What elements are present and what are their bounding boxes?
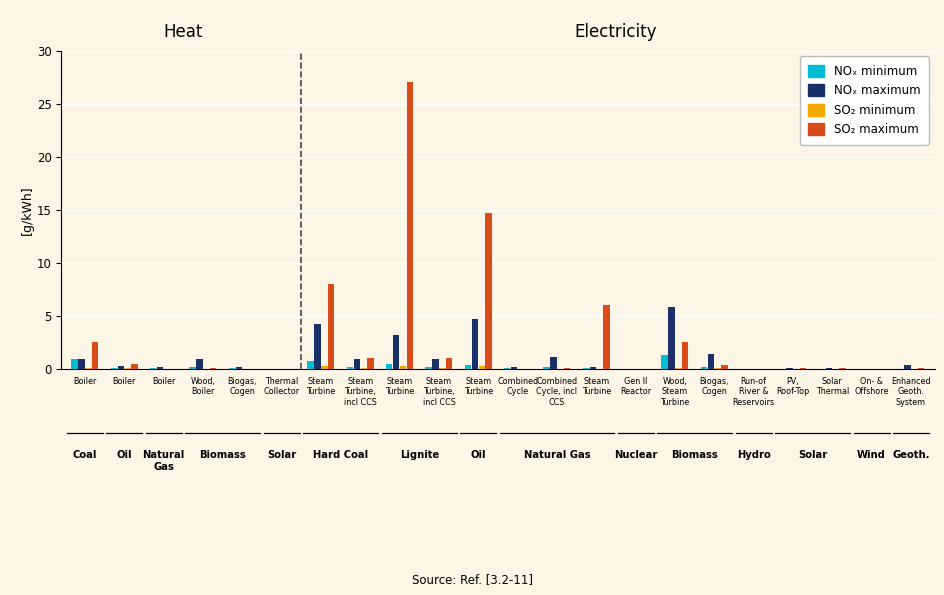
Text: Source: Ref. [3.2-11]: Source: Ref. [3.2-11]	[412, 573, 532, 586]
Bar	[118, 367, 124, 369]
Bar	[131, 364, 138, 369]
Text: Steam
Turbine: Steam Turbine	[464, 377, 493, 396]
Bar	[386, 364, 393, 369]
Bar	[93, 342, 98, 369]
Bar	[544, 367, 549, 369]
Text: Solar: Solar	[798, 450, 827, 460]
Text: Biomass: Biomass	[671, 450, 718, 460]
Y-axis label: [g/kWh]: [g/kWh]	[21, 185, 34, 234]
Bar	[393, 335, 399, 369]
Text: Gen II
Reactor: Gen II Reactor	[620, 377, 651, 396]
Bar	[662, 355, 667, 369]
Text: Hydro: Hydro	[736, 450, 770, 460]
Text: Solar
Thermal: Solar Thermal	[816, 377, 849, 396]
Bar	[72, 359, 77, 369]
Text: Oil: Oil	[116, 450, 132, 460]
Bar	[110, 368, 117, 369]
Bar	[314, 324, 321, 369]
Bar	[511, 367, 517, 369]
Text: Thermal
Collector: Thermal Collector	[263, 377, 299, 396]
Text: Wood,
Boiler: Wood, Boiler	[191, 377, 215, 396]
Bar	[346, 367, 353, 369]
Bar	[78, 359, 85, 369]
Text: Biogas,
Cogen: Biogas, Cogen	[700, 377, 729, 396]
Text: Biomass: Biomass	[199, 450, 246, 460]
Text: Wind: Wind	[857, 450, 886, 460]
Text: Combined
Cycle, incl
CCS: Combined Cycle, incl CCS	[536, 377, 578, 406]
Text: Enhanced
Geoth.
System: Enhanced Geoth. System	[891, 377, 931, 406]
Text: Lignite: Lignite	[399, 450, 439, 460]
Text: Coal: Coal	[73, 450, 97, 460]
Text: Boiler: Boiler	[152, 377, 176, 386]
Text: Hard Coal: Hard Coal	[313, 450, 368, 460]
Bar	[367, 358, 374, 369]
Bar	[426, 367, 431, 369]
Bar	[708, 354, 714, 369]
Text: Wood,
Steam
Turbine: Wood, Steam Turbine	[661, 377, 689, 406]
Text: On- &
Offshore: On- & Offshore	[854, 377, 889, 396]
Text: Steam
Turbine,
incl CCS: Steam Turbine, incl CCS	[423, 377, 455, 406]
Text: PV,
Roof-Top: PV, Roof-Top	[776, 377, 810, 396]
Text: Steam
Turbine: Steam Turbine	[582, 377, 611, 396]
Legend: NOₓ minimum, NOₓ maximum, SO₂ minimum, SO₂ maximum: NOₓ minimum, NOₓ maximum, SO₂ minimum, S…	[800, 57, 929, 145]
Bar	[329, 284, 334, 369]
Bar	[321, 366, 328, 369]
Bar	[683, 342, 688, 369]
Bar	[479, 366, 485, 369]
Bar	[472, 319, 478, 369]
Bar	[196, 359, 203, 369]
Text: Run-of
River &
Reservoirs: Run-of River & Reservoirs	[733, 377, 775, 406]
Bar	[590, 367, 596, 369]
Bar	[447, 358, 452, 369]
Bar	[675, 368, 682, 369]
Bar	[485, 213, 492, 369]
Bar	[721, 365, 728, 369]
Text: Combined
Cycle: Combined Cycle	[497, 377, 538, 396]
Bar	[904, 365, 911, 369]
Bar	[157, 367, 163, 369]
Text: Biogas,
Cogen: Biogas, Cogen	[228, 377, 257, 396]
Text: Electricity: Electricity	[575, 23, 657, 41]
Bar	[400, 366, 406, 369]
Bar	[354, 359, 360, 369]
Bar	[603, 305, 610, 369]
Bar	[308, 362, 313, 369]
Bar	[668, 308, 675, 369]
Text: Boiler: Boiler	[112, 377, 136, 386]
Text: Steam
Turbine: Steam Turbine	[307, 377, 335, 396]
Text: Steam
Turbine: Steam Turbine	[385, 377, 414, 396]
Bar	[407, 82, 413, 369]
Bar	[190, 367, 195, 369]
Text: Natural
Gas: Natural Gas	[143, 450, 185, 472]
Text: Steam
Turbine,
incl CCS: Steam Turbine, incl CCS	[344, 377, 377, 406]
Text: Geoth.: Geoth.	[892, 450, 930, 460]
Bar	[550, 357, 557, 369]
Bar	[700, 367, 707, 369]
Bar	[432, 359, 439, 369]
Bar	[464, 365, 471, 369]
Bar	[236, 367, 242, 369]
Bar	[504, 368, 511, 369]
Text: Natural Gas: Natural Gas	[524, 450, 590, 460]
Text: Oil: Oil	[470, 450, 486, 460]
Text: Boiler: Boiler	[74, 377, 96, 386]
Text: Nuclear: Nuclear	[614, 450, 657, 460]
Text: Heat: Heat	[163, 23, 203, 41]
Text: Solar: Solar	[267, 450, 296, 460]
